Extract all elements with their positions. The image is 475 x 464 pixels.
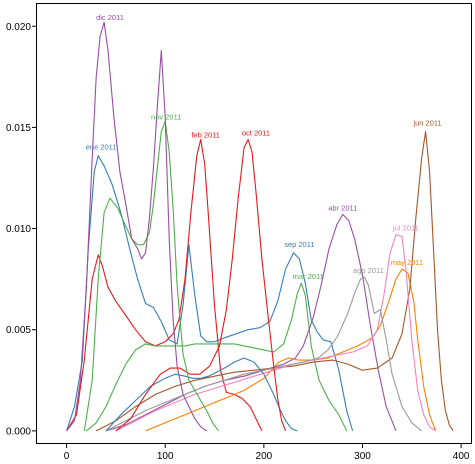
- series-label: jul 2011: [392, 224, 419, 233]
- series-label: jun 2011: [412, 118, 441, 127]
- series-label: dic 2011: [96, 13, 124, 22]
- series-label: abr 2011: [328, 203, 357, 212]
- series-line: [83, 120, 219, 432]
- series-line: [85, 282, 348, 432]
- y-tick-label: 0.015: [6, 123, 31, 134]
- series-line: [145, 268, 437, 432]
- series-label: may 2011: [391, 258, 423, 267]
- x-tick-label: 100: [157, 451, 174, 462]
- plot-frame: [36, 3, 472, 444]
- series-line: [66, 138, 263, 432]
- series-line: [105, 276, 423, 432]
- series-line: [66, 155, 354, 432]
- x-tick-label: 400: [453, 451, 470, 462]
- series-label: ene 2011: [86, 143, 117, 152]
- series-label: feb 2011: [191, 131, 220, 140]
- series-line: [105, 357, 298, 432]
- series-label: oct 2011: [242, 128, 270, 137]
- y-tick-label: 0.005: [6, 325, 31, 336]
- x-tick-label: 200: [256, 451, 273, 462]
- series-line: [115, 138, 287, 432]
- series-line: [66, 21, 208, 432]
- series-label: ago 2011: [353, 266, 384, 275]
- x-tick-label: 300: [354, 451, 371, 462]
- series-labels: ene 2011 feb 2011 mar 2011 abr 2011 may 2011…: [86, 13, 442, 281]
- axes: 0 100 200 300 400 0.000 0.005 0.010 0.015 0.020: [6, 22, 470, 462]
- series-label: nov 2011: [151, 112, 181, 121]
- series-label: sep 2011: [284, 240, 314, 249]
- series-line: [95, 130, 454, 432]
- y-tick-label: 0.020: [6, 22, 31, 33]
- y-tick-label: 0.000: [6, 426, 31, 437]
- series-label: mar 2011: [293, 272, 324, 281]
- series-line: [115, 234, 436, 432]
- series-lines: [66, 21, 454, 432]
- y-tick-label: 0.010: [6, 224, 31, 235]
- x-tick-label: 0: [64, 451, 70, 462]
